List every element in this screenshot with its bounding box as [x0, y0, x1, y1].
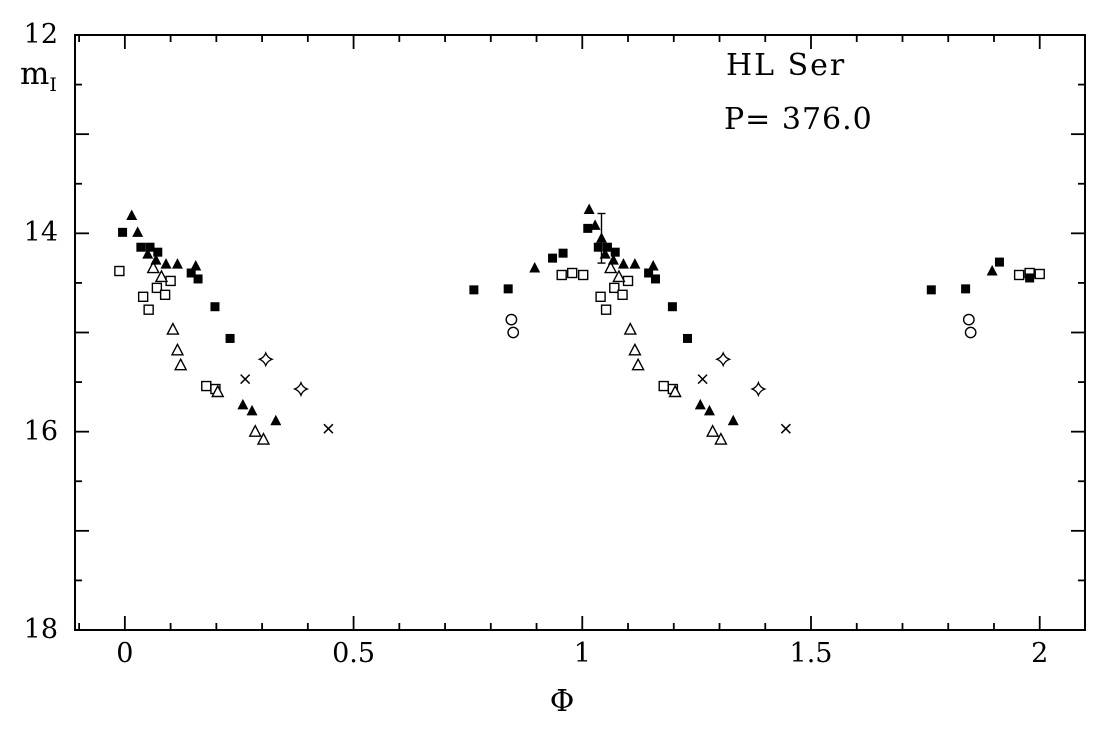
y-tick-label: 18 — [23, 614, 58, 645]
x-tick-label: 0.5 — [332, 638, 376, 669]
y-axis-label-main: m — [20, 56, 50, 92]
y-axis-label-sub: I — [49, 74, 57, 97]
x-axis-label: Φ — [549, 684, 575, 719]
star-name-annotation: HL Ser — [726, 48, 847, 83]
y-axis-label: mI — [20, 56, 57, 96]
x-tick-label: 2 — [1031, 638, 1049, 669]
x-tick-label: 1 — [573, 638, 591, 669]
series-open-square — [114, 265, 1045, 395]
y-tick-label: 12 — [23, 19, 58, 50]
axis-ticks — [75, 34, 1085, 631]
series-filled-triangle — [126, 203, 998, 426]
series-open-triangle — [146, 260, 728, 445]
period-annotation: P= 376.0 — [724, 102, 873, 137]
series-filled-square — [118, 223, 1035, 343]
y-tick-label: 14 — [23, 217, 58, 249]
series-cross — [240, 374, 791, 434]
x-tick-label: 1.5 — [789, 638, 833, 669]
series-open-circle — [505, 313, 977, 339]
y-tick-label: 16 — [23, 415, 58, 447]
series-four-point-star — [257, 351, 767, 398]
x-tick-label: 0 — [116, 638, 134, 669]
plot-frame — [74, 34, 1086, 631]
